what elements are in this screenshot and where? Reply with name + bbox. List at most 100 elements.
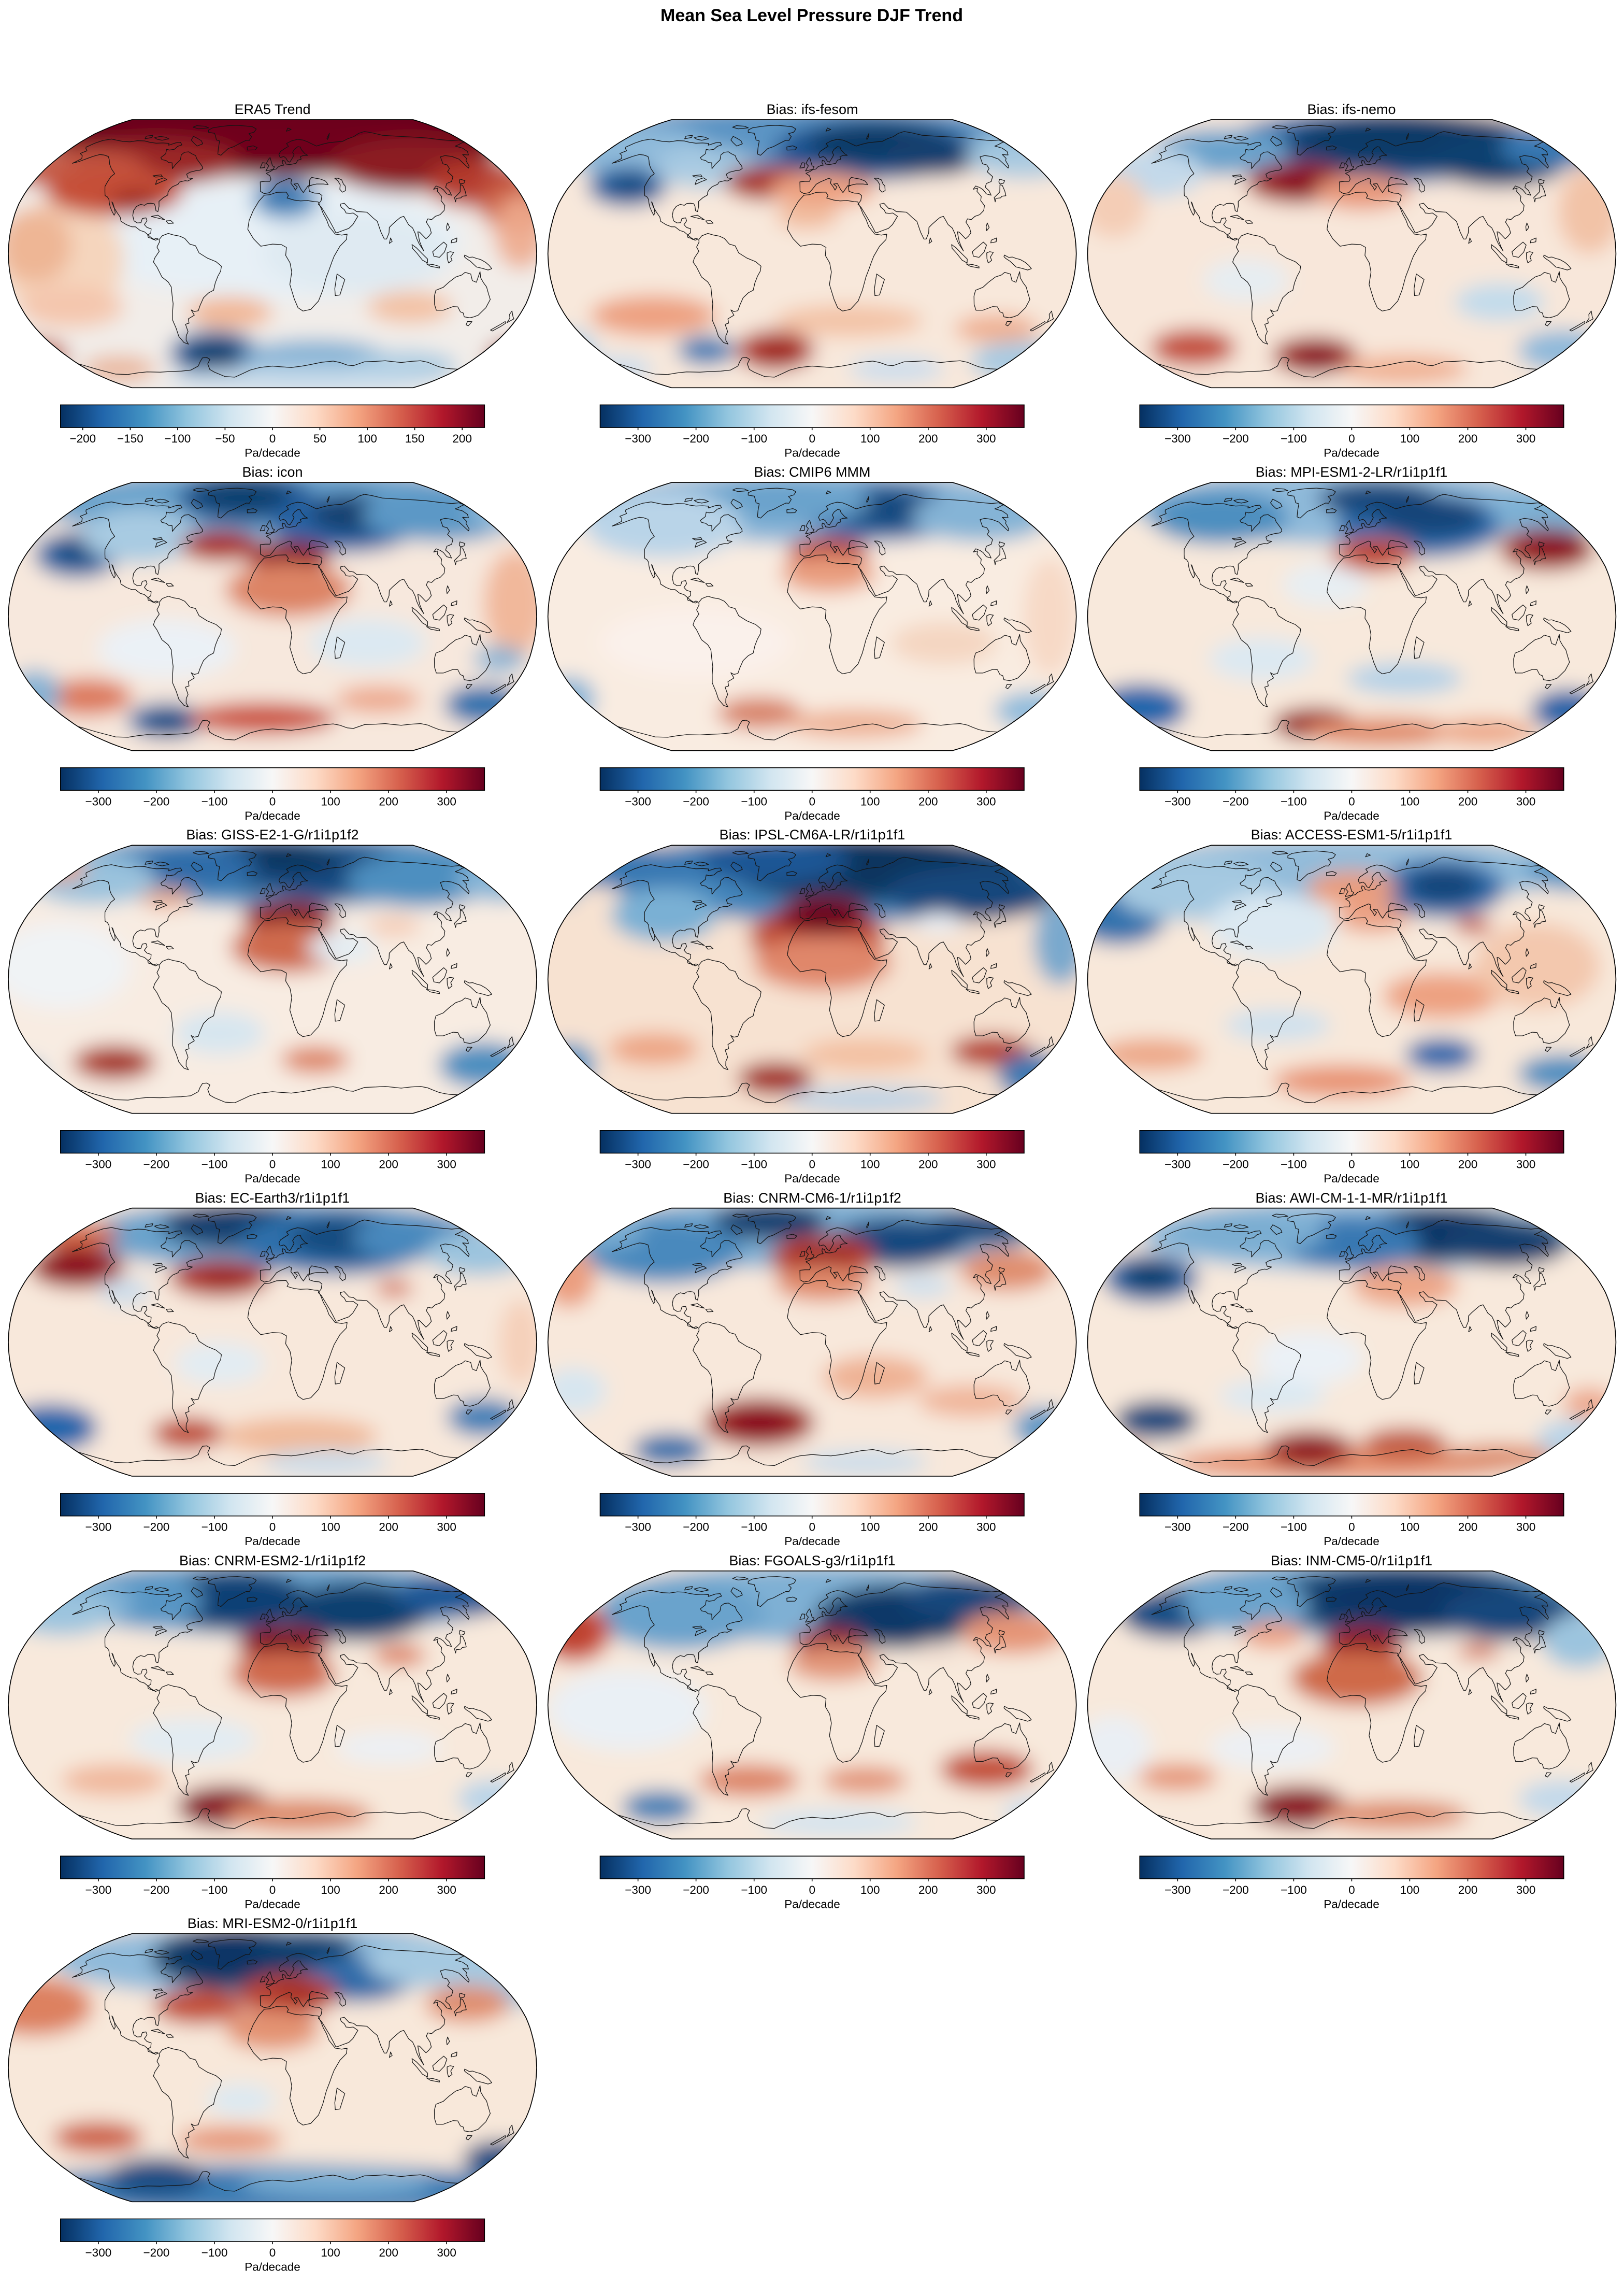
svg-text:Bias: CNRM-ESM2-1/r1i1p1f2: Bias: CNRM-ESM2-1/r1i1p1f2 xyxy=(179,1553,366,1568)
svg-text:200: 200 xyxy=(918,1158,938,1171)
svg-text:Bias: EC-Earth3/r1i1p1f1: Bias: EC-Earth3/r1i1p1f1 xyxy=(195,1190,350,1206)
svg-text:Pa/decade: Pa/decade xyxy=(784,1172,840,1185)
svg-text:−200: −200 xyxy=(69,432,96,445)
svg-text:0: 0 xyxy=(269,432,276,445)
svg-text:−300: −300 xyxy=(625,1158,651,1171)
svg-text:300: 300 xyxy=(1516,795,1536,808)
svg-text:300: 300 xyxy=(1516,1883,1536,1896)
svg-text:−200: −200 xyxy=(683,432,709,445)
svg-text:0: 0 xyxy=(269,795,276,808)
svg-text:300: 300 xyxy=(437,795,456,808)
svg-text:−100: −100 xyxy=(1281,432,1307,445)
svg-text:−200: −200 xyxy=(143,1883,170,1896)
svg-text:0: 0 xyxy=(809,795,815,808)
svg-text:−200: −200 xyxy=(1223,1883,1249,1896)
svg-text:150: 150 xyxy=(405,432,425,445)
svg-text:100: 100 xyxy=(321,1883,340,1896)
svg-text:200: 200 xyxy=(379,1883,398,1896)
svg-text:50: 50 xyxy=(313,432,326,445)
svg-text:−300: −300 xyxy=(625,1521,651,1534)
svg-text:−100: −100 xyxy=(202,1521,228,1534)
svg-text:200: 200 xyxy=(1458,1158,1478,1171)
svg-text:−300: −300 xyxy=(85,1158,112,1171)
svg-text:−100: −100 xyxy=(1281,795,1307,808)
svg-text:0: 0 xyxy=(269,2246,276,2259)
svg-text:Bias: GISS-E2-1-G/r1i1p1f2: Bias: GISS-E2-1-G/r1i1p1f2 xyxy=(186,827,358,843)
svg-text:100: 100 xyxy=(1400,795,1420,808)
svg-text:300: 300 xyxy=(437,1883,456,1896)
svg-text:300: 300 xyxy=(437,1158,456,1171)
svg-text:0: 0 xyxy=(809,1883,815,1896)
svg-text:Pa/decade: Pa/decade xyxy=(784,1897,840,1910)
svg-text:−100: −100 xyxy=(741,1521,767,1534)
svg-text:Pa/decade: Pa/decade xyxy=(245,809,300,822)
svg-text:−200: −200 xyxy=(1223,1521,1249,1534)
svg-text:300: 300 xyxy=(1516,432,1536,445)
svg-text:Bias: AWI-CM-1-1-MR/r1i1p1f1: Bias: AWI-CM-1-1-MR/r1i1p1f1 xyxy=(1255,1190,1447,1206)
svg-text:Pa/decade: Pa/decade xyxy=(1324,809,1379,822)
svg-text:−200: −200 xyxy=(1223,1158,1249,1171)
svg-text:−100: −100 xyxy=(165,432,191,445)
svg-text:0: 0 xyxy=(1348,795,1355,808)
svg-text:−200: −200 xyxy=(143,795,170,808)
svg-text:Pa/decade: Pa/decade xyxy=(1324,1172,1379,1185)
svg-text:200: 200 xyxy=(918,432,938,445)
svg-text:100: 100 xyxy=(860,1158,880,1171)
svg-text:−300: −300 xyxy=(1165,1158,1191,1171)
svg-text:Bias: CNRM-CM6-1/r1i1p1f2: Bias: CNRM-CM6-1/r1i1p1f2 xyxy=(723,1190,901,1206)
svg-text:0: 0 xyxy=(1348,1158,1355,1171)
svg-text:−200: −200 xyxy=(683,1883,709,1896)
svg-text:300: 300 xyxy=(437,1521,456,1534)
svg-text:−50: −50 xyxy=(215,432,235,445)
svg-text:−300: −300 xyxy=(625,1883,651,1896)
svg-text:Bias: ifs-fesom: Bias: ifs-fesom xyxy=(766,102,858,117)
svg-text:0: 0 xyxy=(1348,1521,1355,1534)
svg-text:200: 200 xyxy=(1458,1521,1478,1534)
svg-text:Pa/decade: Pa/decade xyxy=(784,809,840,822)
svg-text:−300: −300 xyxy=(1165,795,1191,808)
svg-text:Bias: MRI-ESM2-0/r1i1p1f1: Bias: MRI-ESM2-0/r1i1p1f1 xyxy=(188,1916,358,1931)
svg-text:Bias: icon: Bias: icon xyxy=(242,464,303,480)
svg-text:100: 100 xyxy=(860,1521,880,1534)
svg-text:Bias: FGOALS-g3/r1i1p1f1: Bias: FGOALS-g3/r1i1p1f1 xyxy=(729,1553,895,1568)
svg-text:−200: −200 xyxy=(143,2246,170,2259)
svg-text:300: 300 xyxy=(976,1883,996,1896)
svg-text:Bias: MPI-ESM1-2-LR/r1i1p1f1: Bias: MPI-ESM1-2-LR/r1i1p1f1 xyxy=(1256,464,1448,480)
svg-text:200: 200 xyxy=(379,1521,398,1534)
svg-text:Bias: CMIP6 MMM: Bias: CMIP6 MMM xyxy=(754,464,870,480)
svg-text:100: 100 xyxy=(321,1158,340,1171)
svg-text:−100: −100 xyxy=(202,795,228,808)
svg-text:Pa/decade: Pa/decade xyxy=(1324,447,1379,460)
svg-text:100: 100 xyxy=(860,795,880,808)
svg-text:−300: −300 xyxy=(85,2246,112,2259)
svg-text:0: 0 xyxy=(269,1883,276,1896)
svg-text:Pa/decade: Pa/decade xyxy=(245,1535,300,1548)
svg-text:−300: −300 xyxy=(625,795,651,808)
svg-text:200: 200 xyxy=(918,1521,938,1534)
svg-text:Pa/decade: Pa/decade xyxy=(245,2261,300,2274)
svg-text:100: 100 xyxy=(860,1883,880,1896)
svg-text:−150: −150 xyxy=(117,432,143,445)
svg-text:200: 200 xyxy=(1458,795,1478,808)
svg-text:200: 200 xyxy=(918,795,938,808)
svg-text:100: 100 xyxy=(321,1521,340,1534)
svg-text:200: 200 xyxy=(1458,1883,1478,1896)
svg-text:ERA5 Trend: ERA5 Trend xyxy=(234,102,310,117)
svg-text:300: 300 xyxy=(1516,1158,1536,1171)
svg-text:−100: −100 xyxy=(202,1158,228,1171)
svg-text:−200: −200 xyxy=(143,1521,170,1534)
svg-text:Bias: ifs-nemo: Bias: ifs-nemo xyxy=(1307,102,1396,117)
svg-text:−200: −200 xyxy=(683,1158,709,1171)
svg-text:0: 0 xyxy=(809,1158,815,1171)
svg-text:−200: −200 xyxy=(683,795,709,808)
svg-text:0: 0 xyxy=(809,432,815,445)
svg-text:200: 200 xyxy=(379,2246,398,2259)
svg-text:300: 300 xyxy=(976,1521,996,1534)
svg-text:Mean Sea Level Pressure DJF Tr: Mean Sea Level Pressure DJF Trend xyxy=(660,6,963,25)
svg-text:−300: −300 xyxy=(85,1883,112,1896)
svg-text:−300: −300 xyxy=(85,1521,112,1534)
svg-text:−300: −300 xyxy=(625,432,651,445)
svg-text:−100: −100 xyxy=(1281,1883,1307,1896)
svg-text:300: 300 xyxy=(1516,1521,1536,1534)
svg-text:Bias: ACCESS-ESM1-5/r1i1p1f1: Bias: ACCESS-ESM1-5/r1i1p1f1 xyxy=(1251,827,1453,843)
